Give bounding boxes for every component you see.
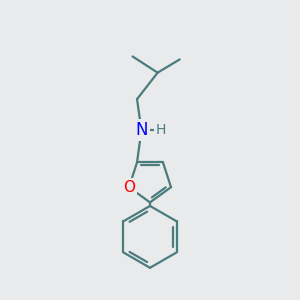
Text: N: N	[135, 121, 148, 139]
Text: H: H	[155, 123, 166, 137]
Text: O: O	[123, 180, 135, 195]
